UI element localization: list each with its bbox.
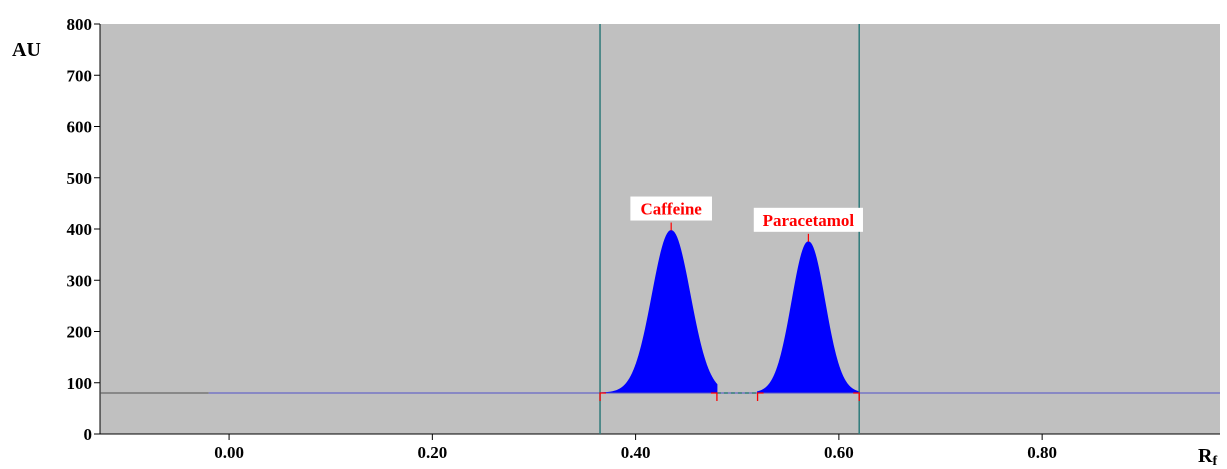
y-tick-label: 500 <box>67 169 93 188</box>
peak-label: Caffeine <box>640 200 702 219</box>
x-tick-label: 0.40 <box>621 443 651 462</box>
peak-label-box <box>753 207 863 232</box>
x-tick-label: 0.20 <box>417 443 447 462</box>
x-tick-label: 0.80 <box>1027 443 1057 462</box>
y-tick-label: 0 <box>84 425 93 444</box>
y-tick-label: 800 <box>67 15 93 34</box>
x-tick-label: 0.00 <box>214 443 244 462</box>
peaks <box>599 230 860 394</box>
x-tick-label: 0.60 <box>824 443 854 462</box>
y-tick-label: 100 <box>67 374 93 393</box>
x-axis-label: Rf <box>1198 445 1217 469</box>
boundary-marker <box>756 392 764 401</box>
boundary-marker <box>599 392 607 401</box>
peak-label: Paracetamol <box>763 211 855 230</box>
peak-boundary-markers <box>599 392 860 401</box>
peak-paracetamol <box>757 241 860 394</box>
peak-caffeine <box>599 230 718 394</box>
y-tick-label: 600 <box>67 118 93 137</box>
y-tick-label: 700 <box>67 66 93 85</box>
y-tick-label: 200 <box>67 323 93 342</box>
boundary-marker <box>710 392 718 401</box>
y-tick-label: 400 <box>67 220 93 239</box>
peak-labels: Caffeine Paracetamol <box>630 196 863 242</box>
x-axis-label-sub: f <box>1212 454 1217 469</box>
y-axis-label: AU <box>12 39 41 61</box>
y-tick-label: 300 <box>67 271 93 290</box>
boundary-marker <box>853 392 860 401</box>
y-ticks: 0 100 200 300 400 500 600 700 800 <box>67 15 100 444</box>
x-ticks: 0.00 0.20 0.40 0.60 0.80 <box>214 434 1057 462</box>
x-axis-label-main: R <box>1198 445 1213 467</box>
peak-label-box <box>630 196 712 221</box>
